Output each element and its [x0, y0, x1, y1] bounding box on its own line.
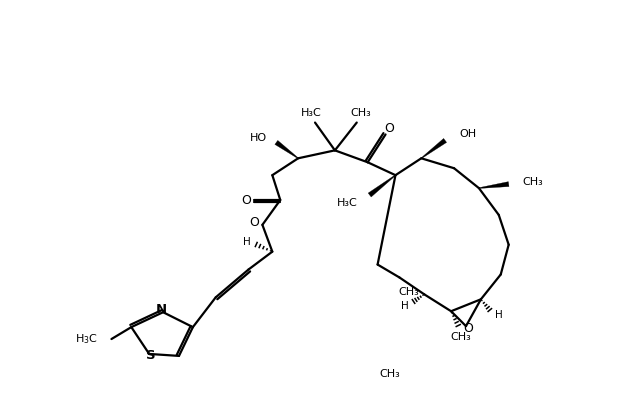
Text: $\mathregular{H_3C}$: $\mathregular{H_3C}$	[75, 332, 97, 346]
Polygon shape	[368, 175, 396, 197]
Polygon shape	[479, 182, 509, 188]
Polygon shape	[421, 138, 447, 159]
Text: H: H	[401, 301, 408, 311]
Text: CH₃: CH₃	[379, 369, 400, 379]
Text: O: O	[385, 122, 394, 135]
Text: H₃C: H₃C	[301, 107, 321, 117]
Text: N: N	[156, 303, 166, 316]
Text: OH: OH	[459, 130, 476, 140]
Text: O: O	[250, 217, 259, 229]
Polygon shape	[275, 140, 298, 159]
Text: H: H	[243, 237, 250, 247]
Text: H₃C: H₃C	[337, 198, 358, 208]
Text: HO: HO	[250, 134, 267, 144]
Text: CH₃: CH₃	[350, 107, 371, 117]
Text: H: H	[495, 310, 502, 320]
Text: CH₃: CH₃	[523, 177, 543, 187]
Text: CH₃: CH₃	[399, 288, 419, 298]
Text: O: O	[241, 194, 252, 207]
Text: S: S	[147, 349, 156, 363]
Text: O: O	[463, 322, 473, 334]
Text: CH₃: CH₃	[451, 332, 472, 342]
